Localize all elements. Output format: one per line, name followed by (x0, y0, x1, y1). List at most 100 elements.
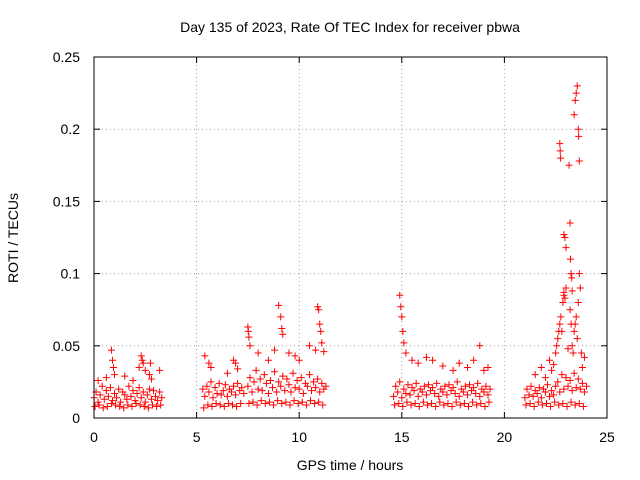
data-point (554, 378, 562, 386)
data-point (91, 402, 99, 410)
data-point (212, 400, 220, 408)
data-point (449, 366, 457, 374)
data-point (455, 392, 463, 400)
data-point (127, 392, 135, 400)
data-point (154, 397, 162, 405)
y-tick-label: 0.15 (53, 193, 80, 209)
data-point (460, 400, 468, 408)
data-point (221, 381, 229, 389)
data-point (561, 234, 569, 241)
data-point (156, 388, 164, 396)
data-point (98, 382, 106, 390)
data-point (199, 385, 207, 393)
data-point (580, 388, 588, 396)
data-point (281, 387, 289, 395)
data-point (205, 388, 213, 396)
data-point (423, 401, 431, 409)
data-point (558, 327, 566, 335)
data-point (211, 384, 219, 392)
data-point (476, 342, 484, 350)
data-point (571, 401, 579, 409)
y-tick-label: 0.05 (53, 338, 80, 354)
data-point (204, 401, 212, 409)
data-point (555, 401, 563, 409)
data-point (249, 398, 257, 406)
data-point (107, 400, 115, 408)
data-point (392, 382, 400, 390)
data-point (570, 111, 578, 119)
data-point (557, 154, 565, 162)
data-point (470, 384, 478, 392)
data-point (156, 366, 164, 374)
data-point (554, 335, 562, 343)
data-point (234, 365, 242, 373)
data-point (473, 401, 481, 409)
data-point (566, 306, 574, 314)
data-point (306, 397, 314, 405)
data-point (443, 391, 451, 399)
data-point (566, 255, 574, 263)
data-point (157, 401, 165, 409)
data-point (131, 397, 139, 405)
data-point (565, 161, 573, 169)
data-point (560, 385, 568, 393)
data-point (283, 375, 291, 383)
x-tick-label: 5 (193, 429, 201, 445)
data-point (316, 388, 324, 396)
data-point (322, 382, 330, 390)
data-point (133, 389, 141, 397)
data-point (546, 356, 554, 364)
data-point (432, 402, 440, 410)
data-point (522, 401, 530, 409)
data-point (568, 342, 576, 350)
x-axis-label: GPS time / hours (297, 457, 404, 473)
data-point (147, 375, 155, 383)
data-point (556, 320, 564, 328)
data-point (456, 401, 464, 409)
data-point (244, 327, 252, 335)
grid-lines (94, 57, 607, 418)
data-point (575, 132, 583, 140)
data-point (140, 402, 148, 410)
data-point (270, 401, 278, 409)
data-point (145, 371, 153, 379)
data-point (136, 401, 144, 409)
data-point (310, 378, 318, 386)
data-point (477, 400, 485, 408)
data-point (568, 274, 576, 282)
data-point (527, 382, 535, 390)
data-point (429, 384, 437, 392)
data-point (461, 382, 469, 390)
data-point (256, 375, 264, 383)
data-point (106, 384, 114, 392)
data-point (480, 388, 488, 396)
data-point (415, 402, 423, 410)
data-point (293, 376, 301, 384)
data-point (148, 401, 156, 409)
data-point (291, 352, 299, 360)
data-point (207, 378, 215, 386)
data-point (146, 359, 154, 367)
data-point (141, 366, 149, 374)
data-point (525, 391, 533, 399)
data-point (223, 369, 231, 377)
data-point (449, 384, 457, 392)
data-point (240, 389, 248, 397)
data-point (250, 378, 258, 386)
data-point (279, 330, 287, 338)
data-point (391, 401, 399, 409)
data-point (547, 402, 555, 410)
data-point (567, 270, 575, 278)
data-point (562, 284, 570, 292)
data-point (414, 359, 422, 367)
data-point (224, 400, 232, 408)
data-point (472, 389, 480, 397)
data-point (408, 356, 416, 364)
data-point (398, 394, 406, 402)
data-point (394, 388, 402, 396)
data-point (233, 402, 241, 410)
data-point (550, 391, 558, 399)
data-point (574, 298, 582, 306)
data-point (108, 397, 116, 405)
